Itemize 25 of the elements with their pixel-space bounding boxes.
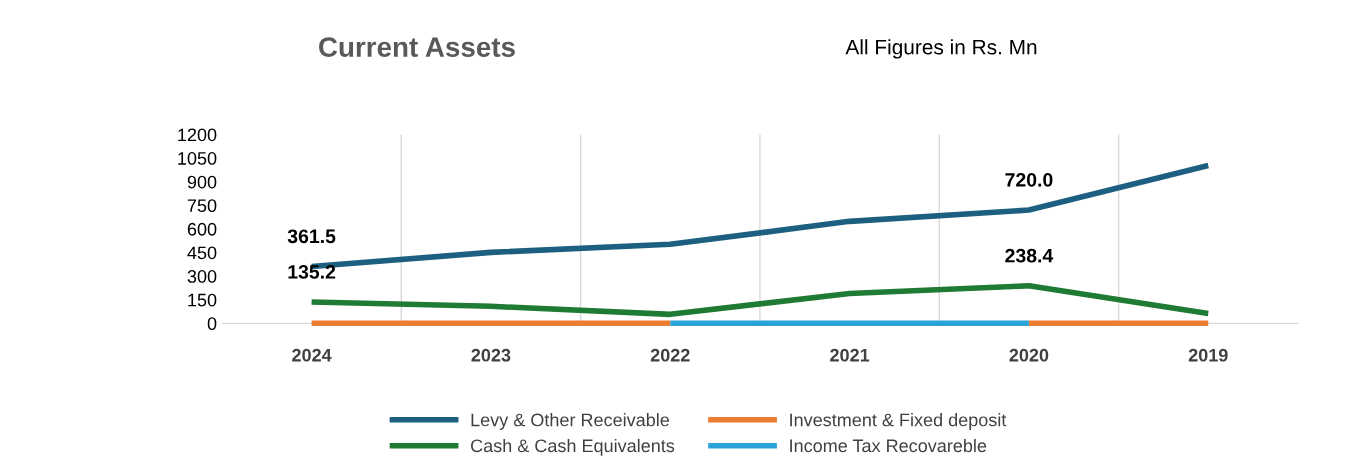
y-tick-label: 300 — [187, 270, 217, 283]
x-tick-label: 2022 — [650, 348, 690, 362]
x-tick-label: 2019 — [1188, 348, 1228, 362]
data-label: 720.0 — [1005, 172, 1053, 187]
y-tick-label: 1200 — [178, 128, 217, 142]
data-label: 238.4 — [1005, 248, 1054, 263]
data-label: 135.2 — [288, 264, 336, 279]
chart-subtitle: All Figures in Rs. Mn — [845, 39, 1037, 59]
y-tick-label: 0 — [207, 317, 217, 331]
legend-label: Cash & Cash Equivalents — [471, 438, 675, 456]
y-tick-label: 900 — [187, 175, 217, 189]
y-tick-label: 1050 — [178, 152, 217, 165]
legend-label: Levy & Other Receivable — [471, 413, 670, 430]
y-tick-label: 150 — [188, 293, 217, 307]
x-tick-label: 2024 — [292, 348, 332, 362]
chart-title: Current Assets — [319, 37, 515, 57]
y-tick-label: 750 — [187, 199, 217, 213]
x-tick-label: 2020 — [1009, 348, 1049, 362]
data-label: 361.5 — [287, 229, 336, 244]
legend-label: Investment & Fixed deposit — [790, 413, 1007, 430]
y-tick-label: 450 — [187, 246, 217, 260]
y-tick-label: 600 — [187, 222, 217, 236]
x-tick-label: 2023 — [471, 348, 511, 362]
legend-label: Income Tax Recovareble — [790, 438, 987, 453]
x-tick-label: 2021 — [830, 348, 870, 362]
